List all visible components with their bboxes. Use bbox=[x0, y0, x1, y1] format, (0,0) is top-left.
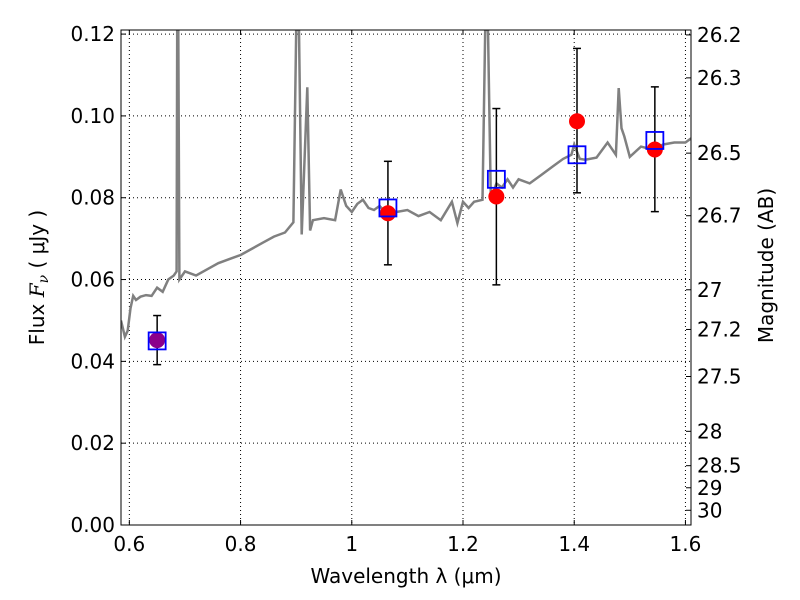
plot-frame bbox=[120, 29, 692, 526]
right-tick-label: 26.7 bbox=[697, 204, 742, 228]
data-point bbox=[488, 188, 505, 205]
x-tick-label: 0.8 bbox=[225, 532, 257, 556]
axis-ticks: 0.6 0.8 1 1.2 1.4 1.6 0.00 0.02 0.04 0.06 0.08 0.10… bbox=[70, 22, 741, 556]
spectrum-line bbox=[121, 30, 691, 341]
error-bars bbox=[153, 47, 659, 366]
x-tick-label: 1.6 bbox=[670, 532, 702, 556]
x-axis-label: Wavelength λ (μm) bbox=[310, 564, 501, 588]
model-point-square bbox=[567, 145, 587, 165]
right-tick-label: 26.3 bbox=[697, 66, 742, 90]
right-tick-label: 26.5 bbox=[697, 141, 742, 165]
data-point bbox=[149, 332, 166, 349]
y-tick-label: 0.12 bbox=[70, 22, 115, 46]
y-axis-label: Flux Fν ( μJy ) bbox=[25, 210, 52, 345]
y-tick-label: 0.02 bbox=[70, 431, 115, 455]
right-tick-label: 28.5 bbox=[697, 454, 742, 478]
x-tick-label: 1 bbox=[345, 532, 358, 556]
y-tick-label: 0.08 bbox=[70, 186, 115, 210]
y-tick-label: 0.10 bbox=[70, 104, 115, 128]
data-markers bbox=[147, 113, 665, 351]
x-tick-label: 1.2 bbox=[447, 532, 479, 556]
x-tick-label: 0.6 bbox=[113, 532, 145, 556]
y-axis-label-prefix: Flux bbox=[25, 297, 49, 345]
model-spectrum bbox=[121, 30, 691, 341]
right-tick-label: 28 bbox=[697, 419, 722, 443]
right-tick-label: 27 bbox=[697, 278, 722, 302]
model-point-square bbox=[486, 169, 506, 189]
y-tick-label: 0.00 bbox=[70, 513, 115, 537]
y-tick-label: 0.06 bbox=[70, 268, 115, 292]
right-tick-label: 27.2 bbox=[697, 317, 742, 341]
data-point bbox=[379, 205, 396, 222]
right-axis-label: Magnitude (AB) bbox=[754, 188, 778, 343]
y-tick-label: 0.04 bbox=[70, 349, 115, 373]
model-point-square bbox=[147, 331, 167, 351]
grid bbox=[121, 30, 691, 526]
x-tick-label: 1.4 bbox=[558, 532, 590, 556]
model-point-square bbox=[645, 131, 665, 150]
data-point bbox=[569, 113, 585, 130]
model-point-square bbox=[378, 198, 398, 218]
right-tick-label: 30 bbox=[697, 498, 722, 522]
right-tick-label: 27.5 bbox=[697, 365, 742, 389]
y-axis-label-suffix: ( μJy ) bbox=[25, 210, 49, 275]
y-axis-label-var: F bbox=[25, 282, 49, 298]
right-tick-label: 26.2 bbox=[697, 23, 742, 47]
y-axis-label-sub: ν bbox=[36, 274, 52, 283]
right-tick-label: 29 bbox=[697, 476, 722, 500]
